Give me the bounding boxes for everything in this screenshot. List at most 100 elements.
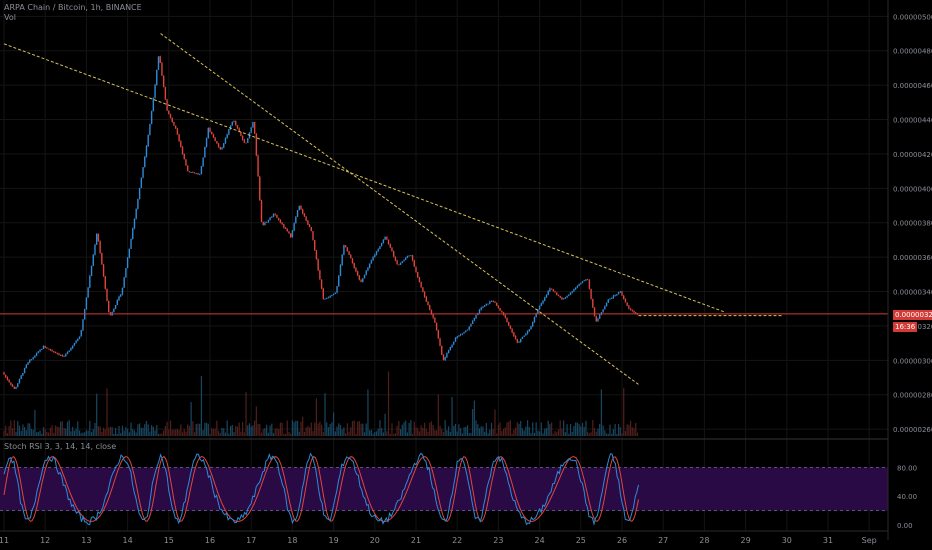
candle-body — [53, 351, 55, 352]
price-tick-label: 0.00000460 — [893, 82, 932, 90]
candle-body — [126, 257, 129, 269]
volume-bar — [307, 425, 309, 436]
volume-bar — [487, 433, 489, 436]
candle-body — [130, 238, 132, 249]
volume-bar — [260, 432, 263, 436]
candle-body — [188, 171, 191, 173]
volume-bar — [197, 423, 199, 436]
volume-bar — [192, 421, 194, 436]
volume-bar — [477, 424, 479, 436]
volume-bar — [484, 431, 486, 436]
volume-bar — [96, 393, 98, 436]
volume-bar — [425, 428, 427, 436]
candle-body — [212, 134, 215, 138]
candle-body — [338, 275, 340, 287]
candle-body — [518, 341, 520, 343]
volume-bar — [281, 422, 283, 436]
candle-body — [564, 297, 567, 299]
candle-body — [202, 157, 204, 167]
candle-body — [190, 172, 192, 173]
candle-body — [235, 121, 237, 126]
candle-body — [322, 288, 324, 299]
candle-body — [200, 166, 203, 175]
countdown-value: 16:36 — [895, 323, 916, 331]
candle-body — [368, 263, 371, 268]
volume-bar — [406, 432, 409, 436]
volume-bar — [343, 427, 345, 436]
volume-bar — [252, 425, 254, 436]
volume-bar — [384, 413, 386, 436]
candle-body — [150, 111, 153, 124]
volume-bar — [314, 422, 316, 436]
volume-bar — [262, 429, 264, 436]
volume-bar — [403, 422, 405, 436]
volume-bar — [539, 431, 541, 436]
volume-bar — [434, 430, 436, 436]
volume-bar — [183, 428, 185, 436]
time-axis[interactable]: 11 12 13 14 15 16 17 18 19 20 21 22 23 24 25 26 27 28 29 30… — [0, 530, 888, 545]
volume-bar — [525, 426, 527, 436]
volume-bar — [73, 430, 75, 436]
candle-body — [46, 347, 48, 349]
volume-bar — [587, 431, 589, 436]
volume-bar — [473, 400, 475, 436]
volume-bar — [128, 432, 130, 436]
candle-body — [78, 336, 81, 339]
volume-bar — [628, 424, 630, 436]
candle-body — [547, 290, 549, 295]
volume-bar — [492, 429, 494, 436]
candle-body — [614, 295, 616, 297]
candle-body — [195, 173, 197, 175]
volume-bar — [108, 427, 110, 436]
candle-body — [82, 319, 84, 331]
volume-bar — [363, 432, 366, 436]
candle-body — [47, 348, 50, 350]
candle-body — [360, 279, 362, 282]
volume-bar — [604, 430, 606, 436]
candle-body — [413, 260, 415, 267]
volume-bar — [466, 425, 469, 436]
volume-bar — [611, 433, 613, 436]
candle-body — [353, 263, 355, 268]
candle-body — [73, 343, 76, 346]
candle-body — [97, 233, 100, 242]
volume-bar — [164, 426, 166, 436]
candle-body — [396, 260, 398, 265]
candle-body — [108, 300, 110, 313]
candle-body — [389, 244, 391, 248]
candle-body — [633, 310, 635, 313]
volume-bar — [506, 422, 508, 436]
candle-body — [180, 141, 182, 147]
volume-bar — [526, 420, 529, 436]
volume-bar — [386, 431, 388, 436]
candle-body — [71, 345, 74, 349]
candle-body — [217, 143, 220, 147]
candle-body — [320, 279, 323, 289]
candle-body — [430, 309, 433, 315]
volume-bar — [185, 431, 187, 436]
candle-body — [343, 245, 345, 255]
volume-bar — [92, 429, 94, 436]
candle-body — [132, 228, 134, 239]
volume-bar — [312, 431, 314, 436]
volume-bar — [494, 409, 496, 436]
candle-body — [624, 299, 627, 303]
candle-body — [284, 227, 287, 229]
candle-body — [5, 374, 7, 378]
candle-body — [525, 333, 527, 336]
candle-body — [423, 291, 426, 297]
volume-bar — [188, 425, 190, 436]
time-tick-label: 29 — [741, 536, 751, 545]
volume-bar — [48, 432, 50, 436]
volume-bar — [451, 396, 453, 436]
candle-body — [118, 296, 120, 301]
volume-bar — [393, 433, 395, 436]
candle-body — [372, 256, 374, 261]
volume-bar — [156, 425, 158, 436]
volume-bar — [101, 432, 103, 436]
time-tick-label: 19 — [329, 536, 339, 545]
volume-bar — [609, 424, 611, 436]
candle-body — [205, 138, 208, 147]
candle-body — [530, 326, 532, 330]
